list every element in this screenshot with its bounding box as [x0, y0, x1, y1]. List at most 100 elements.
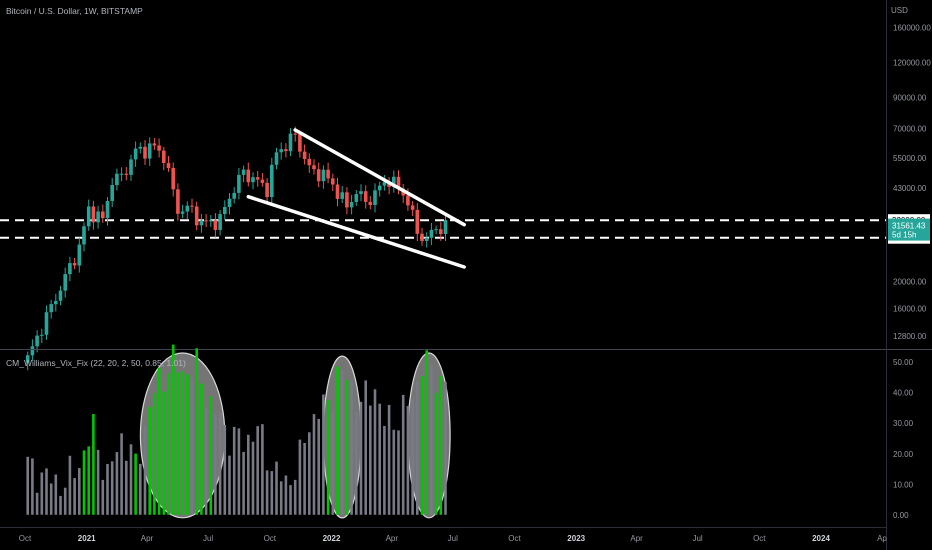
- candle-body[interactable]: [167, 163, 171, 168]
- candle-body[interactable]: [378, 186, 382, 191]
- vix-fix-bar[interactable]: [144, 426, 147, 515]
- vix-fix-bar[interactable]: [97, 450, 100, 515]
- vix-fix-bar[interactable]: [275, 462, 278, 515]
- candle-body[interactable]: [87, 207, 91, 227]
- candle-body[interactable]: [444, 220, 448, 234]
- vix-fix-bar[interactable]: [116, 452, 119, 515]
- candle-body[interactable]: [326, 170, 330, 179]
- candle-body[interactable]: [63, 274, 67, 291]
- candle-body[interactable]: [416, 210, 420, 234]
- vix-fix-bar[interactable]: [407, 406, 410, 515]
- candle-body[interactable]: [242, 170, 246, 175]
- vix-fix-bar[interactable]: [261, 424, 264, 515]
- vix-fix-bar[interactable]: [214, 414, 217, 515]
- vix-fix-bar[interactable]: [285, 476, 288, 515]
- highlight-ellipse[interactable]: [408, 353, 450, 518]
- vix-fix-bar[interactable]: [87, 446, 90, 514]
- candle-body[interactable]: [279, 149, 283, 152]
- candle-body[interactable]: [284, 149, 288, 151]
- vix-fix-bar[interactable]: [224, 425, 227, 515]
- candle-body[interactable]: [420, 234, 424, 241]
- candle-body[interactable]: [256, 177, 260, 179]
- candle-body[interactable]: [82, 226, 86, 244]
- candle-body[interactable]: [312, 165, 316, 169]
- vix-fix-bar[interactable]: [247, 435, 250, 515]
- vix-fix-bar[interactable]: [200, 384, 203, 515]
- vix-fix-bar[interactable]: [172, 345, 175, 515]
- vix-fix-bar[interactable]: [92, 414, 95, 515]
- candle-body[interactable]: [181, 212, 185, 214]
- candle-body[interactable]: [209, 220, 213, 221]
- candle-body[interactable]: [265, 183, 269, 197]
- vix-fix-bar[interactable]: [444, 382, 447, 515]
- candle-body[interactable]: [186, 206, 190, 212]
- candle-body[interactable]: [78, 245, 82, 266]
- vix-fix-bar[interactable]: [238, 428, 241, 514]
- candle-body[interactable]: [125, 174, 129, 175]
- candle-body[interactable]: [439, 229, 443, 234]
- candle-body[interactable]: [153, 143, 157, 145]
- vix-fix-bar[interactable]: [346, 380, 349, 515]
- candle-body[interactable]: [406, 196, 410, 206]
- candle-body[interactable]: [293, 134, 297, 135]
- vix-fix-bar[interactable]: [271, 471, 274, 515]
- vix-fix-bar[interactable]: [55, 475, 58, 515]
- candle-body[interactable]: [369, 202, 373, 205]
- vix-fix-bar[interactable]: [289, 485, 292, 515]
- candle-body[interactable]: [148, 143, 152, 158]
- candle-body[interactable]: [96, 212, 100, 223]
- candle-body[interactable]: [345, 192, 349, 207]
- candle-body[interactable]: [270, 165, 274, 197]
- candle-body[interactable]: [143, 147, 147, 159]
- vix-fix-bar[interactable]: [78, 468, 81, 515]
- candle-body[interactable]: [171, 168, 175, 189]
- candle-body[interactable]: [73, 263, 77, 265]
- candle-body[interactable]: [228, 199, 232, 207]
- candle-body[interactable]: [200, 220, 204, 225]
- candle-body[interactable]: [425, 238, 429, 241]
- vix-fix-bar[interactable]: [158, 368, 161, 515]
- vix-fix-bar[interactable]: [411, 399, 414, 515]
- vix-fix-bar[interactable]: [364, 380, 367, 514]
- vix-fix-bar[interactable]: [130, 444, 133, 515]
- candle-body[interactable]: [336, 185, 340, 199]
- candle-body[interactable]: [251, 177, 255, 182]
- candle-body[interactable]: [411, 205, 415, 209]
- candle-body[interactable]: [190, 206, 194, 207]
- candle-body[interactable]: [434, 229, 438, 230]
- candle-body[interactable]: [101, 212, 105, 219]
- vix-fix-bar[interactable]: [402, 395, 405, 515]
- candle-body[interactable]: [45, 312, 49, 335]
- candle-body[interactable]: [120, 174, 124, 175]
- vix-fix-bar[interactable]: [336, 367, 339, 515]
- candle-body[interactable]: [289, 134, 293, 152]
- vix-fix-bar[interactable]: [69, 456, 72, 515]
- candle-body[interactable]: [110, 185, 114, 201]
- candle-body[interactable]: [261, 180, 265, 183]
- vix-fix-bar[interactable]: [73, 478, 76, 515]
- vix-fix-bar[interactable]: [303, 443, 306, 515]
- candle-body[interactable]: [139, 147, 143, 149]
- candle-body[interactable]: [134, 149, 138, 160]
- vix-fix-bar[interactable]: [167, 373, 170, 514]
- vix-fix-bar[interactable]: [64, 488, 67, 515]
- vix-fix-bar[interactable]: [308, 432, 311, 515]
- vix-fix-bar[interactable]: [153, 393, 156, 515]
- candle-body[interactable]: [214, 220, 218, 230]
- candle-body[interactable]: [247, 170, 251, 183]
- vix-fix-bar[interactable]: [416, 382, 419, 515]
- candle-body[interactable]: [237, 175, 241, 193]
- candle-body[interactable]: [176, 189, 180, 214]
- vix-fix-bar[interactable]: [332, 411, 335, 515]
- vix-fix-bar[interactable]: [36, 493, 39, 515]
- vix-fix-bar[interactable]: [317, 419, 320, 515]
- candle-body[interactable]: [317, 169, 321, 181]
- vix-fix-bar[interactable]: [299, 440, 302, 515]
- candle-body[interactable]: [49, 304, 53, 312]
- vix-fix-bar[interactable]: [327, 400, 330, 515]
- candle-body[interactable]: [162, 151, 166, 163]
- vix-fix-bar[interactable]: [41, 473, 44, 515]
- vix-fix-bar[interactable]: [134, 454, 137, 515]
- vix-fix-bar[interactable]: [191, 378, 194, 515]
- vix-fix-bar[interactable]: [45, 468, 48, 514]
